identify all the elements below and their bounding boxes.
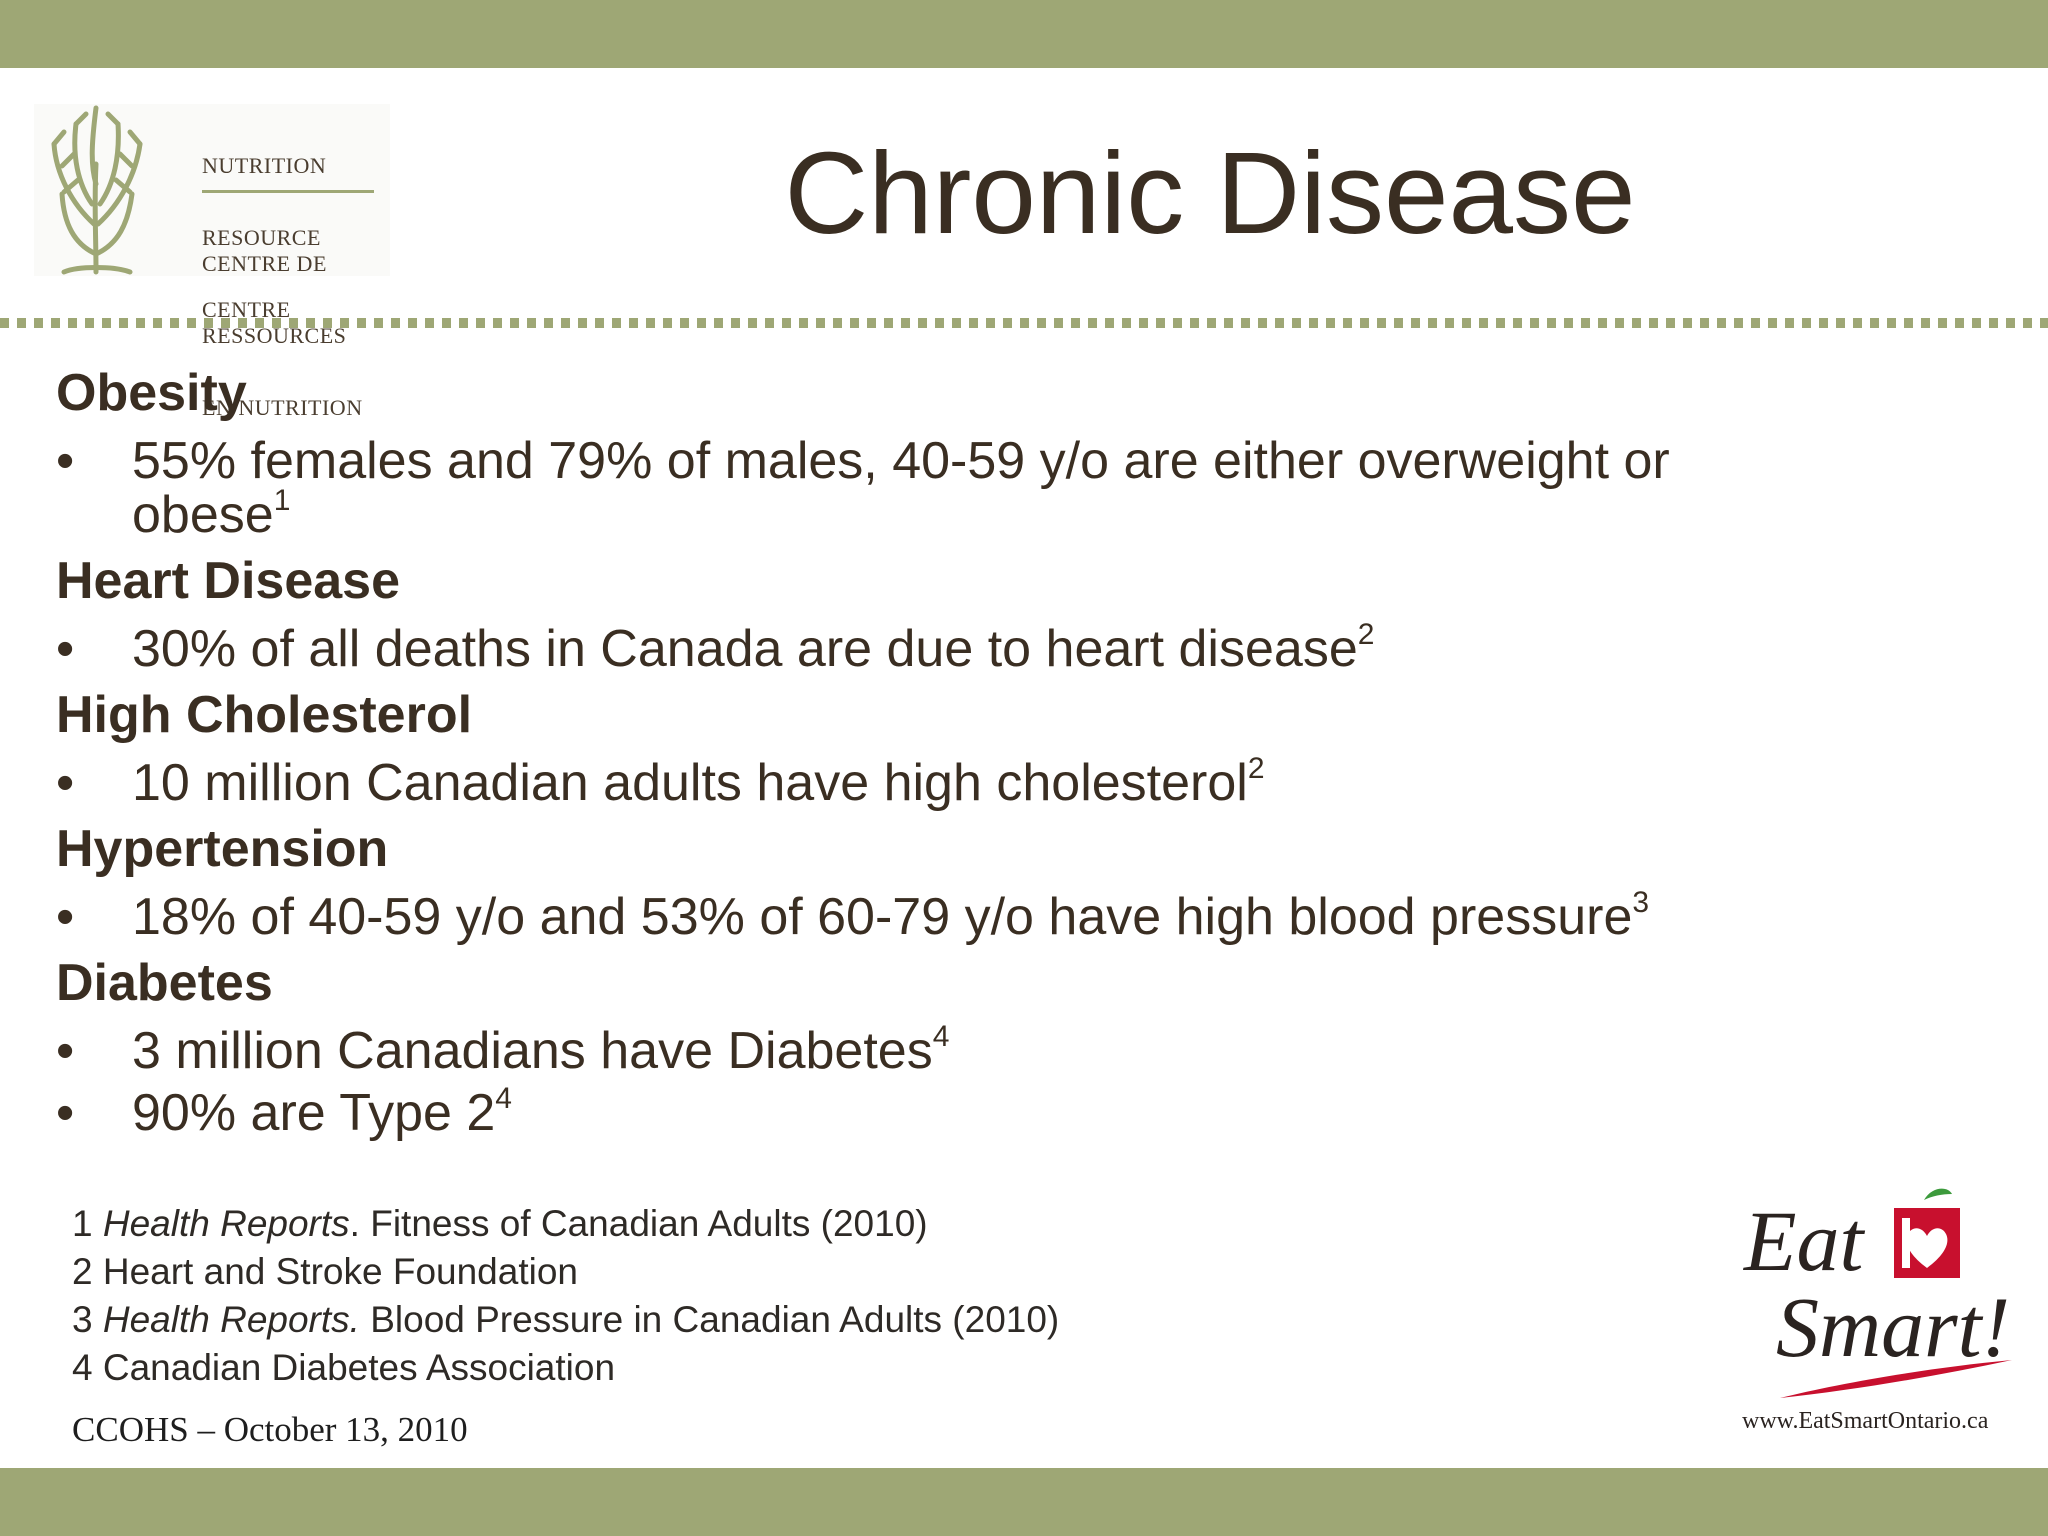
reference-title: Heart and Stroke Foundation bbox=[102, 1251, 578, 1292]
swoosh-icon bbox=[1780, 1360, 2012, 1398]
footnote-marker: 4 bbox=[932, 1020, 950, 1053]
footnote-marker: 2 bbox=[1247, 752, 1265, 785]
bullet-dot: • bbox=[56, 1022, 75, 1080]
bullet-text: 30% of all deaths in Canada are due to h… bbox=[132, 620, 1358, 678]
reference-item: 1 Health Reports. Fitness of Canadian Ad… bbox=[72, 1200, 1059, 1248]
logo-divider bbox=[202, 190, 374, 193]
section-heading-high-cholesterol: High Cholesterol bbox=[56, 686, 473, 744]
slide-title: Chronic Disease bbox=[784, 128, 1636, 258]
willow-tree-icon bbox=[51, 105, 143, 275]
section-heading-hypertension: Hypertension bbox=[56, 820, 389, 878]
eat-word: Eat bbox=[1744, 1193, 1864, 1289]
footnote-marker: 4 bbox=[495, 1082, 512, 1115]
bullet-dot: • bbox=[56, 620, 75, 678]
top-band bbox=[0, 0, 2048, 68]
bullet-text: 10 million Canadian adults have high cho… bbox=[132, 754, 1248, 812]
reference-item: 3 Health Reports. Blood Pressure in Cana… bbox=[72, 1296, 1059, 1344]
references-list: 1 Health Reports. Fitness of Canadian Ad… bbox=[72, 1200, 1059, 1392]
footer-date: CCOHS – October 13, 2010 bbox=[72, 1410, 468, 1449]
footnote-marker: 3 bbox=[1632, 886, 1650, 919]
bullet-text: 55% females and 79% of males, 40-59 y/o … bbox=[132, 432, 1670, 490]
bullet-item: • 10 million Canadian adults have high c… bbox=[56, 754, 1856, 812]
bullet-item: • 30% of all deaths in Canada are due to… bbox=[56, 620, 1856, 678]
logo-line: RESOURCE bbox=[202, 225, 321, 250]
reference-item: 4 Canadian Diabetes Association bbox=[72, 1344, 1059, 1392]
website-url: www.EatSmartOntario.ca bbox=[1742, 1408, 1989, 1434]
smart-word: Smart! bbox=[1776, 1279, 2011, 1375]
bullet-dot: • bbox=[56, 754, 75, 812]
reference-number: 4 bbox=[72, 1347, 93, 1388]
bullet-item: • 18% of 40-59 y/o and 53% of 60-79 y/o … bbox=[56, 888, 1856, 946]
dotted-divider bbox=[0, 318, 2048, 328]
footnote-marker: 2 bbox=[1357, 618, 1375, 651]
footnote-marker: 1 bbox=[273, 484, 291, 517]
logo-line: EN NUTRITION bbox=[202, 395, 363, 420]
apple-heart-icon bbox=[1894, 1188, 1960, 1278]
bullet-dot: • bbox=[56, 1084, 75, 1142]
logo-english-text: NUTRITION RESOURCE CENTRE bbox=[202, 106, 326, 370]
bullet-dot: • bbox=[56, 432, 75, 490]
bullet-text: 3 million Canadians have Diabetes bbox=[132, 1022, 933, 1080]
reference-title: Canadian Diabetes Association bbox=[102, 1347, 616, 1388]
section-heading-obesity: Obesity bbox=[56, 364, 247, 422]
bullet-text-continued: obese bbox=[132, 486, 274, 544]
reference-source: Health Reports bbox=[102, 1203, 350, 1244]
reference-number: 1 bbox=[72, 1203, 93, 1244]
logo-line: NUTRITION bbox=[202, 153, 327, 178]
eat-smart-logo: Eat Smart! www.EatSmartOntario.ca bbox=[1736, 1186, 2016, 1446]
logo-line: CENTRE bbox=[202, 297, 291, 322]
reference-number: 2 bbox=[72, 1251, 93, 1292]
section-heading-heart-disease: Heart Disease bbox=[56, 552, 400, 610]
slide-content: Obesity • 55% females and 79% of males, … bbox=[56, 360, 1856, 1146]
bullet-dot: • bbox=[56, 888, 75, 946]
bottom-band bbox=[0, 1468, 2048, 1536]
reference-title: Blood Pressure in Canadian Adults (2010) bbox=[359, 1299, 1060, 1340]
bullet-text: 90% are Type 2 bbox=[132, 1084, 496, 1142]
logo-french-text: CENTRE DE RESSOURCES EN NUTRITION bbox=[202, 204, 363, 468]
bullet-item: • 55% females and 79% of males, 40-59 y/… bbox=[56, 434, 1856, 542]
reference-title: . Fitness of Canadian Adults (2010) bbox=[349, 1203, 928, 1244]
reference-item: 2 Heart and Stroke Foundation bbox=[72, 1248, 1059, 1296]
logo-line: CENTRE DE bbox=[202, 251, 327, 276]
reference-number: 3 bbox=[72, 1299, 93, 1340]
nutrition-resource-centre-logo: NUTRITION RESOURCE CENTRE CENTRE DE RESS… bbox=[34, 104, 390, 420]
bullet-item: • 3 million Canadians have Diabetes4 bbox=[56, 1022, 1856, 1080]
bullet-text: 18% of 40-59 y/o and 53% of 60-79 y/o ha… bbox=[132, 888, 1633, 946]
bullet-item: • 90% are Type 24 bbox=[56, 1084, 1856, 1142]
reference-source: Health Reports. bbox=[102, 1299, 360, 1340]
section-heading-diabetes: Diabetes bbox=[56, 954, 273, 1012]
